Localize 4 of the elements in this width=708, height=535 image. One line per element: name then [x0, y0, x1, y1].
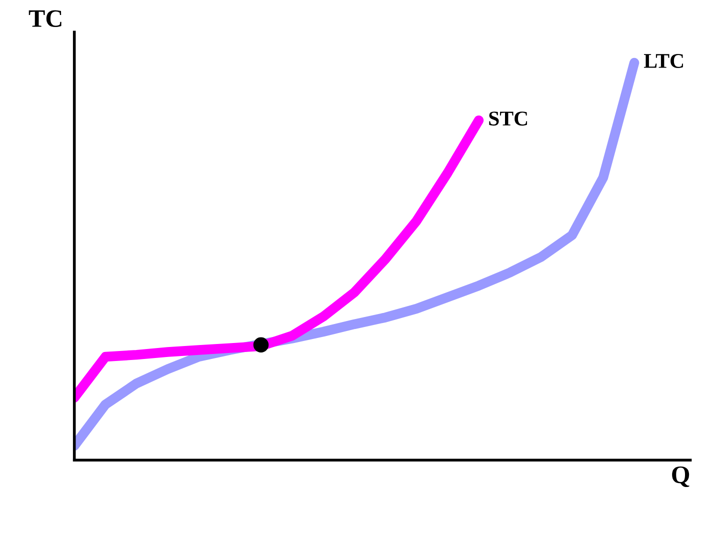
- x-axis-title: Q: [672, 466, 690, 488]
- y-axis-title: TC: [28, 10, 62, 28]
- series-label: STC: [489, 112, 528, 126]
- series-label: LTC: [644, 54, 683, 68]
